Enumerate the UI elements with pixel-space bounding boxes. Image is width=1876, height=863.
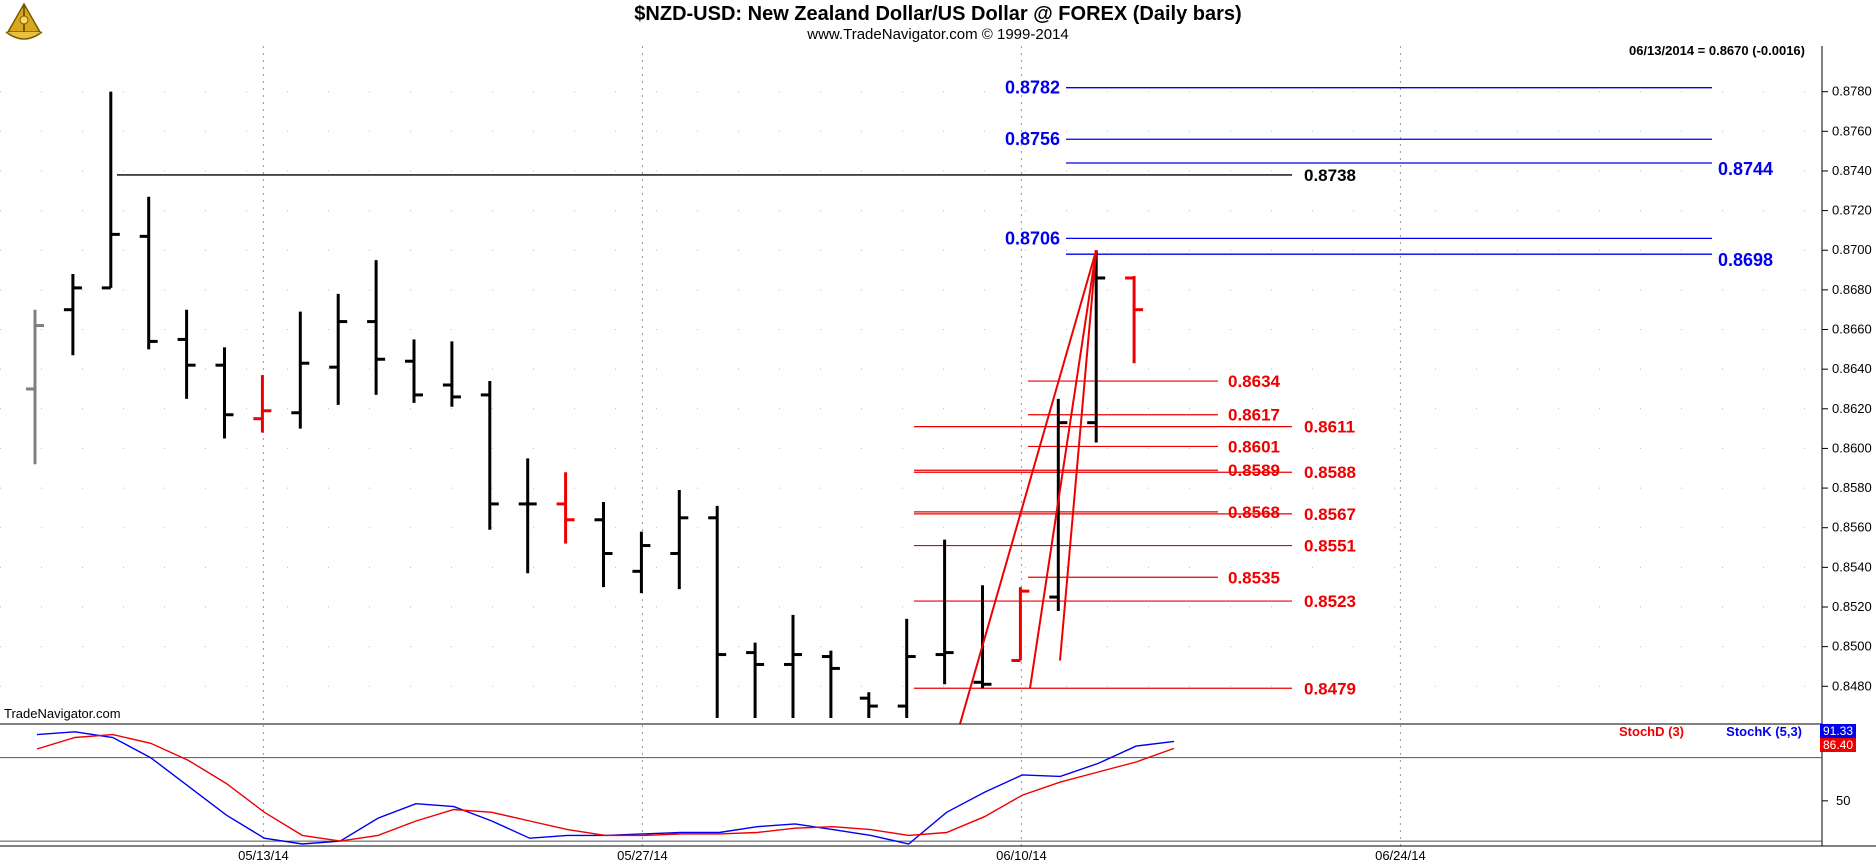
ohlc-bar (291, 311, 310, 429)
red-level-label: 0.8588 (1304, 463, 1356, 482)
price-tick-label: 0.8540 (1832, 559, 1872, 574)
blue-level-label: 0.8706 (1005, 228, 1060, 248)
red-level-label: 0.8611 (1304, 418, 1355, 437)
blue-level-label: 0.8744 (1718, 159, 1773, 179)
ohlc-bar (442, 341, 461, 407)
price-chart: 0.8782 0.8756 0.8744 0.8706 0.8698 0.8738 0.86… (0, 46, 1876, 863)
price-tick-label: 0.8780 (1832, 84, 1872, 99)
price-tick-label: 0.8740 (1832, 163, 1872, 178)
ohlc-bar (670, 490, 689, 590)
price-tick-label: 0.8660 (1832, 322, 1872, 337)
trend-line (1059, 250, 1098, 661)
price-tick-label: 0.8720 (1832, 203, 1872, 218)
price-tick-label: 0.8500 (1832, 639, 1872, 654)
blue-level-label: 0.8756 (1005, 129, 1060, 149)
trend-lines (959, 249, 1098, 725)
last-quote-label: 06/13/2014 = 0.8670 (-0.0016) (1629, 46, 1805, 58)
red-level-label: 0.8551 (1304, 537, 1356, 556)
red-level-label: 0.8634 (1228, 372, 1281, 391)
price-tick-label: 0.8640 (1832, 361, 1872, 376)
stochd-value: 86.40 (1823, 738, 1853, 752)
price-levels: 0.8782 0.8756 0.8744 0.8706 0.8698 0.8738 0.86… (117, 78, 1773, 698)
red-level-label: 0.8567 (1304, 505, 1356, 524)
ohlc-bar (329, 293, 348, 405)
ohlc-bar (746, 642, 765, 718)
ohlc-bar (63, 274, 82, 356)
chart-header: $NZD-USD: New Zealand Dollar/US Dollar @… (0, 0, 1876, 46)
price-grid (0, 46, 1822, 846)
blue-level-label: 0.8782 (1005, 78, 1060, 98)
stoch-tick-label: 50 (1836, 793, 1850, 808)
ohlc-bar (367, 260, 386, 395)
red-level-label: 0.8617 (1228, 406, 1280, 425)
price-tick-label: 0.8620 (1832, 401, 1872, 416)
ohlc-bar (821, 650, 840, 718)
ohlc-bar (632, 531, 651, 594)
ohlc-bar (215, 347, 234, 439)
stoch-series-line (36, 731, 1175, 845)
ohlc-bar (480, 381, 499, 530)
price-tick-label: 0.8680 (1832, 282, 1872, 297)
ohlc-bar (1125, 276, 1144, 364)
ohlc-bar (556, 472, 575, 544)
ohlc-bar (518, 458, 537, 574)
price-axis: 0.8480 0.8500 0.8520 0.8540 0.8560 0.8580 0.86… (1821, 46, 1872, 846)
price-tick-label: 0.8600 (1832, 440, 1872, 455)
ohlc-bar (935, 539, 954, 685)
ohlc-bar (784, 614, 802, 718)
red-level-label: 0.8479 (1304, 679, 1356, 698)
price-bars (26, 91, 1144, 718)
ohlc-bar (26, 309, 44, 465)
x-tick-label: 05/13/14 (238, 848, 289, 863)
ohlc-bar (405, 339, 423, 403)
stochk-value: 91.33 (1823, 724, 1853, 738)
watermark-label: TradeNavigator.com (4, 706, 121, 721)
price-tick-label: 0.8700 (1832, 242, 1872, 257)
page-title: $NZD-USD: New Zealand Dollar/US Dollar @… (634, 3, 1242, 25)
trend-line (1029, 250, 1098, 689)
red-level-label: 0.8589 (1228, 461, 1280, 480)
page-subtitle: www.TradeNavigator.com © 1999-2014 (807, 26, 1069, 43)
price-tick-label: 0.8520 (1832, 599, 1872, 614)
red-level-label: 0.8568 (1228, 503, 1280, 522)
black-level-label: 0.8738 (1304, 166, 1356, 185)
ohlc-bar (897, 618, 916, 718)
red-level-label: 0.8601 (1228, 437, 1280, 456)
ohlc-bar (139, 196, 158, 350)
red-level-label: 0.8535 (1228, 568, 1280, 587)
blue-level-label: 0.8698 (1718, 250, 1773, 270)
red-level-label: 0.8523 (1304, 592, 1356, 611)
price-tick-label: 0.8760 (1832, 123, 1872, 138)
price-tick-label: 0.8580 (1832, 480, 1872, 495)
stochd-value-badge: 86.40 (1820, 738, 1856, 752)
x-tick-label: 06/24/14 (1375, 848, 1426, 863)
price-tick-label: 0.8480 (1832, 678, 1872, 693)
stoch-series-line (36, 733, 1175, 842)
stoch-panel: 50 (0, 723, 1850, 845)
ohlc-bar (594, 501, 613, 588)
ohlc-bar (1011, 587, 1030, 663)
ohlc-bar (253, 375, 272, 433)
ohlc-bar (859, 692, 878, 718)
ohlc-bar (708, 505, 727, 718)
date-axis: 05/13/14 05/27/14 06/10/14 06/24/14 (0, 845, 1876, 863)
ohlc-bar (973, 585, 992, 689)
stochk-legend: StochK (5,3) (1726, 724, 1802, 739)
x-tick-label: 06/10/14 (996, 848, 1047, 863)
trend-line (959, 249, 1098, 725)
ohlc-bar (101, 91, 120, 290)
stochd-legend: StochD (3) (1619, 724, 1684, 739)
x-tick-label: 05/27/14 (617, 848, 668, 863)
price-tick-label: 0.8560 (1832, 520, 1872, 535)
ohlc-bar (177, 309, 196, 399)
stochk-value-badge: 91.33 (1820, 724, 1856, 738)
sextant-icon (5, 2, 43, 40)
ohlc-bar (1087, 250, 1106, 443)
